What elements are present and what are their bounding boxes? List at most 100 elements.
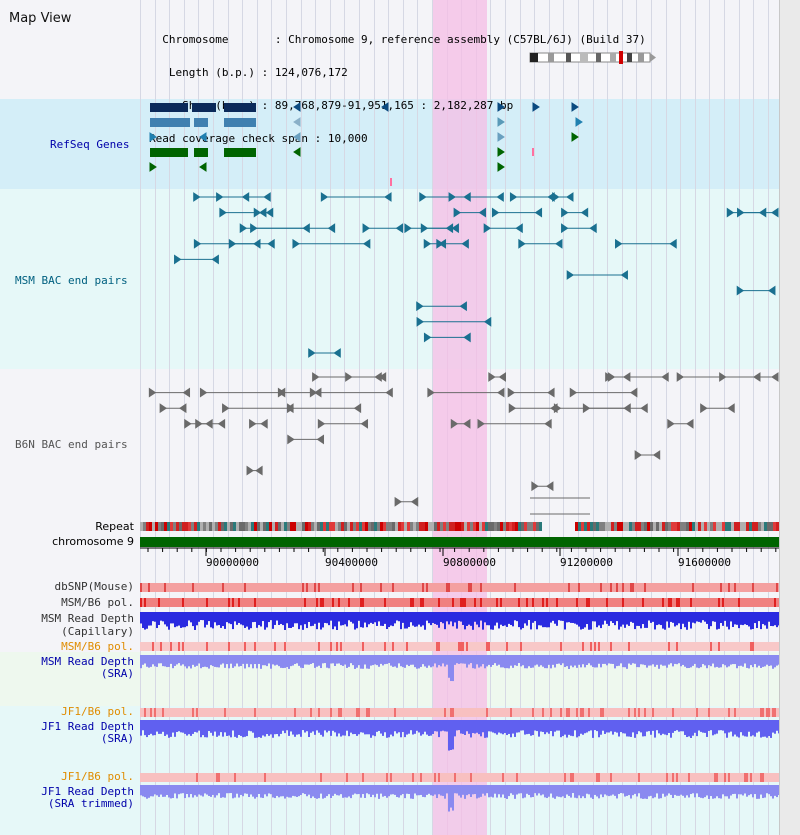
jf1-b6-pol-trim-stripe — [456, 773, 458, 782]
jf1-depth-bar — [314, 720, 316, 735]
jf1-depth-bar — [568, 720, 570, 735]
msm-b6-pol-stripe — [162, 598, 164, 607]
msm-b6-pol-sra-stripe — [316, 642, 318, 651]
vertical-scrollbar[interactable] — [779, 0, 800, 835]
msm-b6-pol-stripe — [754, 598, 756, 607]
msm-depth-cap-bar — [584, 612, 586, 628]
msm-b6-pol-stripe — [466, 598, 468, 607]
msm-bac-pair-end — [228, 238, 237, 249]
dbsnp-stripe — [512, 583, 514, 592]
jf1-depth-trim-bar — [364, 785, 366, 798]
msm-depth-cap-bar — [448, 612, 450, 625]
repeat-block — [365, 522, 368, 531]
msm-b6-pol-sra-stripe — [364, 642, 366, 651]
jf1-depth-bar — [654, 720, 656, 738]
jf1-b6-pol-stripe — [202, 708, 204, 717]
jf1-depth-trim-bar — [560, 785, 562, 798]
msm-b6-pol-stripe — [772, 598, 774, 607]
msm-depth-cap-bar — [674, 612, 676, 627]
jf1-depth-trim-bar — [458, 785, 460, 796]
msm-bac-pair-end — [555, 238, 563, 249]
msm-depth-cap-bar — [200, 612, 202, 621]
jf1-b6-pol-stripe — [774, 708, 776, 717]
repeat-block — [674, 522, 677, 531]
jf1-b6-pol-trim-stripe — [502, 773, 504, 782]
msm-b6-pol-sra-stripe — [424, 642, 426, 651]
msm-b6-pol-stripe — [310, 598, 312, 607]
jf1-depth-trim-bar — [182, 785, 184, 794]
dbsnp-stripe — [176, 583, 178, 592]
b6n-bac-label: B6N BAC end pairs — [15, 438, 128, 451]
msm-b6-pol-sra-label: MSM/B6 pol. — [61, 640, 134, 653]
dbsnp-stripe — [294, 583, 296, 592]
dbsnp-stripe — [706, 583, 708, 592]
msm-depth-cap-bar — [474, 612, 476, 622]
msm-depth-cap-bar — [234, 612, 236, 622]
jf1-b6-pol-stripe — [462, 708, 464, 717]
jf1-depth-bar — [156, 720, 158, 732]
gridline — [403, 0, 404, 835]
gridline — [388, 0, 389, 835]
jf1-b6-pol-stripe — [280, 708, 282, 717]
jf1-depth-trim-bar — [262, 785, 264, 798]
msm-b6-pol-stripe — [738, 598, 740, 607]
jf1-depth-bar — [582, 720, 584, 735]
jf1-b6-pol-trim-stripe — [700, 773, 702, 782]
msm-b6-pol-sra-stripe — [166, 642, 168, 651]
jf1-b6-pol-trim-stripe — [150, 773, 152, 782]
dbsnp-stripe — [480, 583, 482, 592]
jf1-b6-pol-trim-stripe — [634, 773, 636, 782]
msm-b6-pol-stripe — [718, 598, 720, 607]
msm-bac-pair-end — [669, 238, 677, 249]
jf1-b6-pol-stripe — [188, 708, 190, 717]
jf1-depth-trim-bar — [430, 785, 432, 796]
jf1-depth-trim-bar — [586, 785, 588, 794]
msm-depth-cap-bar — [196, 612, 198, 626]
jf1-depth-bar — [182, 720, 184, 733]
repeat-block — [293, 522, 296, 531]
msm-b6-pol-stripe — [148, 598, 150, 607]
msm-b6-pol-sra-stripe — [576, 642, 578, 651]
msm-b6-pol-stripe — [434, 598, 436, 607]
dbsnp-stripe — [460, 583, 462, 592]
jf1-b6-pol-trim-stripe — [694, 773, 696, 782]
jf1-depth-trim-bar — [744, 785, 746, 794]
ruler-tick-label: 91200000 — [560, 556, 613, 569]
jf1-depth-bar — [178, 720, 180, 732]
msm-depth-cap-bar — [408, 612, 410, 627]
msm-b6-pol-stripe — [490, 598, 492, 607]
jf1-b6-pol-stripe — [558, 708, 560, 717]
jf1-depth-trim-bar — [704, 785, 706, 798]
jf1-b6-pol-trim-stripe — [476, 773, 478, 782]
msm-b6-pol-stripe — [178, 598, 180, 607]
jf1-depth-bar — [748, 720, 750, 732]
dbsnp-stripe — [168, 583, 170, 592]
dbsnp-stripe — [214, 583, 216, 592]
msm-depth-sra-bar — [492, 655, 494, 665]
msm-depth-sra-bar — [658, 655, 660, 669]
feature-tracks[interactable] — [0, 0, 780, 835]
dbsnp-stripe — [488, 583, 490, 592]
msm-depth-cap-bar — [356, 612, 358, 629]
jf1-depth-bar — [330, 720, 332, 736]
msm-depth-cap-bar — [188, 612, 190, 621]
msm-b6-pol-sra-stripe — [718, 642, 720, 651]
jf1-depth-trim-bar — [352, 785, 354, 795]
repeat-block — [455, 522, 458, 531]
jf1-b6-pol-stripe — [524, 708, 526, 717]
jf1-depth-bar — [620, 720, 622, 733]
jf1-b6-pol-stripe — [226, 708, 228, 717]
chromosome-ideogram[interactable] — [0, 0, 800, 70]
msm-b6-pol-sra-stripe — [342, 642, 344, 651]
msm-depth-sra-bar — [478, 655, 480, 668]
dbsnp-stripe — [536, 583, 538, 592]
dbsnp-stripe — [454, 583, 456, 592]
msm-depth-cap-bar — [312, 612, 314, 626]
msm-depth-cap-bar — [470, 612, 472, 626]
msm-bac-pair-end — [253, 238, 261, 249]
dbsnp-stripe — [350, 583, 352, 592]
dbsnp-stripe — [642, 583, 644, 592]
selection-highlight[interactable] — [433, 0, 487, 835]
jf1-b6-pol-stripe — [600, 708, 602, 717]
